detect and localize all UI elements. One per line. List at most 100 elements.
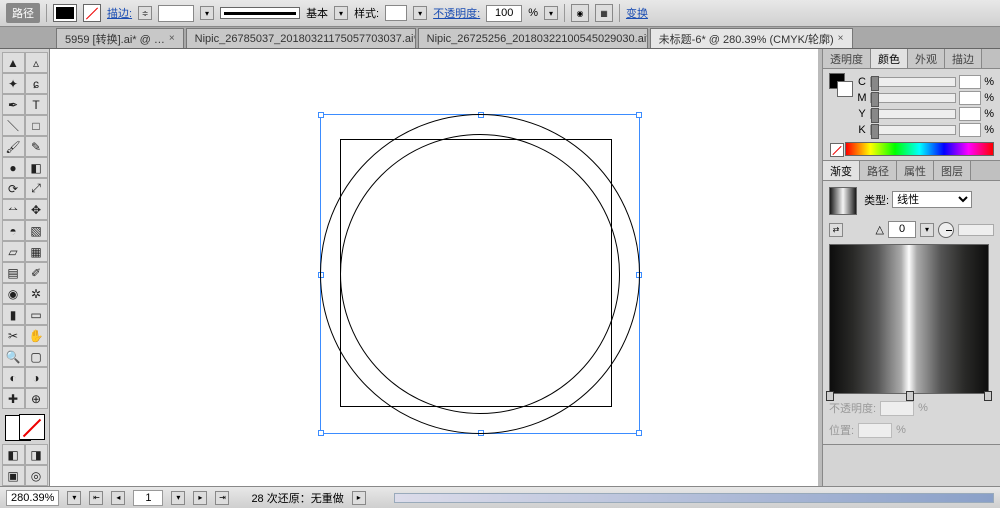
recolor-icon[interactable]: ◉ — [571, 4, 589, 22]
magenta-slider[interactable] — [870, 93, 956, 103]
document-tab[interactable]: Nipic_26725256_20180322100545029030.ai*× — [418, 28, 648, 48]
type-tool[interactable]: T — [25, 94, 48, 115]
handle-nw[interactable] — [318, 112, 324, 118]
artboard-prev-first-icon[interactable]: ⇤ — [89, 491, 103, 505]
gradient-stop-icon[interactable] — [826, 391, 834, 401]
hand-tool[interactable]: ✋ — [25, 325, 48, 346]
shape-builder-tool[interactable]: ◓ — [2, 220, 25, 241]
rectangle-tool[interactable]: □ — [25, 115, 48, 136]
gradient-ramp[interactable] — [829, 244, 989, 394]
zoom-dropdown[interactable]: ▾ — [67, 491, 81, 505]
pen-tool[interactable]: ✒ — [2, 94, 25, 115]
blob-brush-tool[interactable]: ● — [2, 157, 25, 178]
mesh-tool[interactable]: ▦ — [25, 241, 48, 262]
brush-dropdown[interactable]: ▾ — [334, 6, 348, 20]
screen-mode-icon[interactable]: ▣ — [2, 465, 25, 486]
line-tool[interactable]: ＼ — [2, 115, 25, 136]
color-mode-icon[interactable]: ◧ — [2, 444, 25, 465]
live-paint-tool[interactable]: ▧ — [25, 220, 48, 241]
panel-tab-layers[interactable]: 图层 — [934, 161, 971, 180]
opacity-field[interactable]: 100 — [486, 5, 522, 22]
panel-tab-color[interactable]: 颜色 — [871, 49, 908, 68]
rotate-tool[interactable]: ⟳ — [2, 178, 25, 199]
artboard-prev-icon[interactable]: ◂ — [111, 491, 125, 505]
perspective-tool[interactable]: ▱ — [2, 241, 25, 262]
zoom-field[interactable]: 280.39% — [6, 490, 59, 506]
gradient-tool[interactable]: ▤ — [2, 262, 25, 283]
stroke-weight-field[interactable] — [158, 5, 194, 22]
gradient-preview-swatch[interactable] — [829, 187, 857, 215]
panel-fill-stroke-swatch[interactable] — [829, 73, 853, 97]
eyedropper-tool[interactable]: ✐ — [25, 262, 48, 283]
no-fill-icon[interactable] — [83, 4, 101, 22]
selection-tool[interactable]: ▲ — [2, 52, 25, 73]
artboard-index-field[interactable]: 1 — [133, 490, 163, 506]
brush-preview[interactable] — [220, 7, 300, 19]
fill-stroke-swatch-large[interactable] — [5, 415, 45, 440]
tool-aux-4[interactable]: ⊕ — [25, 388, 48, 409]
angle-dropdown[interactable]: ▾ — [920, 223, 934, 237]
free-transform-tool[interactable]: ✥ — [25, 199, 48, 220]
stroke-weight-stepper[interactable]: ≑ — [138, 6, 152, 20]
artboard-tool[interactable]: ▭ — [25, 304, 48, 325]
style-swatch[interactable] — [385, 5, 407, 21]
tool-aux-3[interactable]: ✚ — [2, 388, 25, 409]
blend-tool[interactable]: ◉ — [2, 283, 25, 304]
aspect-field[interactable] — [958, 224, 994, 236]
magic-wand-tool[interactable]: ✦ — [2, 73, 25, 94]
scale-tool[interactable]: ⤢ — [25, 178, 48, 199]
lasso-tool[interactable]: ɕ — [25, 73, 48, 94]
stroke-swatch-icon[interactable] — [837, 81, 853, 97]
paintbrush-tool[interactable]: 🖌 — [2, 136, 25, 157]
column-graph-tool[interactable]: ▮ — [2, 304, 25, 325]
panel-tab-appearance[interactable]: 外观 — [908, 49, 945, 68]
pencil-tool[interactable]: ✎ — [25, 136, 48, 157]
draw-mode-icon[interactable]: ◎ — [25, 465, 48, 486]
opacity-link[interactable]: 不透明度: — [433, 5, 480, 21]
style-dropdown[interactable]: ▾ — [413, 6, 427, 20]
slice-tool[interactable]: ✂ — [2, 325, 25, 346]
yellow-value-field[interactable] — [959, 107, 981, 121]
square-path[interactable] — [340, 139, 612, 407]
document-tab-active[interactable]: 未标题-6* @ 280.39% (CMYK/轮廓)× — [650, 28, 853, 48]
color-spectrum[interactable] — [845, 142, 994, 156]
tool-aux-1[interactable]: ◐ — [2, 367, 25, 388]
history-dropdown[interactable]: ▸ — [352, 491, 366, 505]
handle-se[interactable] — [636, 430, 642, 436]
eraser-tool[interactable]: ◧ — [25, 157, 48, 178]
symbol-sprayer-tool[interactable]: ✲ — [25, 283, 48, 304]
gradient-stop-icon[interactable] — [984, 391, 992, 401]
stroke-weight-dropdown[interactable]: ▾ — [200, 6, 214, 20]
angle-field[interactable]: 0 — [888, 221, 916, 238]
stroke-link[interactable]: 描边: — [107, 5, 132, 21]
artboard-next-last-icon[interactable]: ⇥ — [215, 491, 229, 505]
cyan-slider[interactable] — [870, 77, 956, 87]
handle-sw[interactable] — [318, 430, 324, 436]
none-color-icon[interactable] — [830, 143, 844, 157]
artboard-dropdown[interactable]: ▾ — [171, 491, 185, 505]
panel-tab-gradient[interactable]: 渐变 — [823, 161, 860, 180]
stroke-color-icon[interactable] — [19, 414, 45, 440]
close-icon[interactable]: × — [838, 33, 844, 44]
tool-aux-2[interactable]: ◑ — [25, 367, 48, 388]
black-slider[interactable] — [870, 125, 956, 135]
canvas[interactable] — [50, 49, 818, 486]
handle-ne[interactable] — [636, 112, 642, 118]
transform-link[interactable]: 变换 — [626, 5, 648, 21]
gradient-mode-icon[interactable]: ◨ — [25, 444, 48, 465]
reverse-gradient-icon[interactable]: ⇄ — [829, 223, 843, 237]
panel-tab-transparency[interactable]: 透明度 — [823, 49, 871, 68]
direct-selection-tool[interactable]: ▵ — [25, 52, 48, 73]
magenta-value-field[interactable] — [959, 91, 981, 105]
panel-tab-path[interactable]: 路径 — [860, 161, 897, 180]
fill-stroke-swatch[interactable] — [53, 4, 77, 22]
panel-tab-stroke[interactable]: 描边 — [945, 49, 982, 68]
align-icon[interactable]: ▦ — [595, 4, 613, 22]
cyan-value-field[interactable] — [959, 75, 981, 89]
black-value-field[interactable] — [959, 123, 981, 137]
document-tab[interactable]: Nipic_26785037_20180321175057703037.ai*× — [186, 28, 416, 48]
angle-dial-icon[interactable] — [938, 222, 954, 238]
opacity-dropdown[interactable]: ▾ — [544, 6, 558, 20]
panel-tab-attributes[interactable]: 属性 — [897, 161, 934, 180]
gradient-stop-icon[interactable] — [906, 391, 914, 401]
